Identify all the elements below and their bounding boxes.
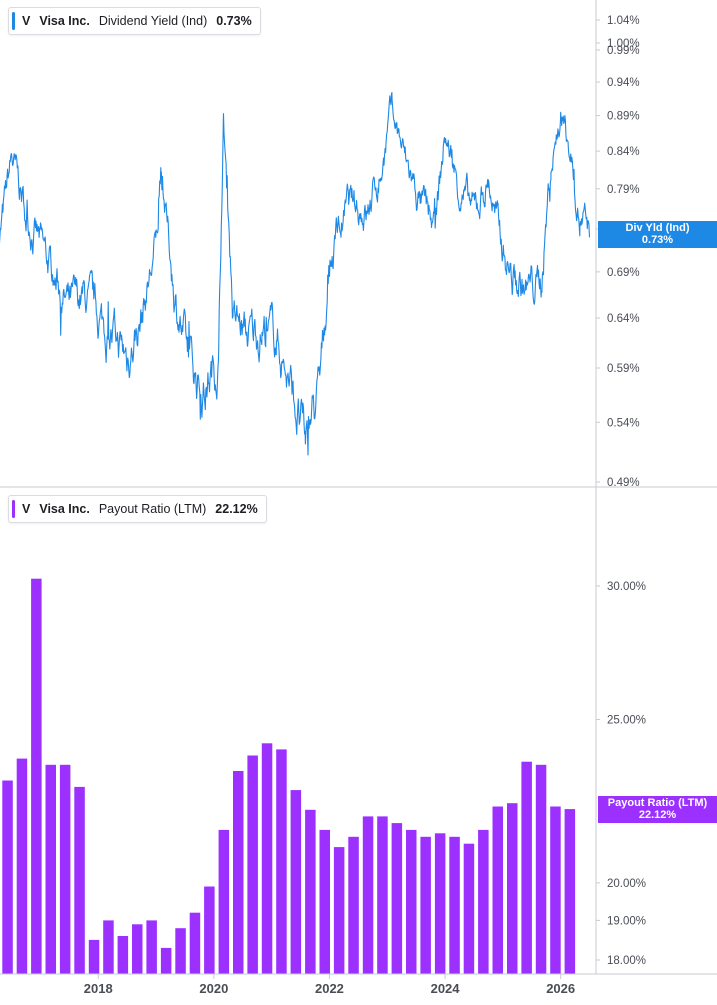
bottom-value-badge: Payout Ratio (LTM) 22.12% [598,796,717,823]
payout-bar [233,771,244,974]
payout-bar [406,829,417,974]
payout-bar [492,806,503,974]
bottom-legend-company: Visa Inc. [39,502,90,516]
top-legend: V Visa Inc. Dividend Yield (Ind) 0.73% [8,7,261,35]
payout-bar [377,816,388,974]
payout-bar [16,758,28,974]
payout-bar [247,755,258,974]
payout-bar [45,764,56,974]
y-tick-label: 20.00% [607,878,646,890]
y-tick-label: 0.89% [607,111,640,123]
y-tick-label: 0.69% [607,267,640,279]
y-tick-label: 0.49% [607,477,640,489]
dividend-yield-line [0,91,591,456]
payout-bar [189,912,201,974]
y-tick-label: 18.00% [607,955,646,967]
payout-bar [160,947,172,974]
top-legend-ticker[interactable]: V [22,14,31,28]
payout-bar [146,920,157,974]
payout-bar [420,836,431,974]
payout-ratio-panel: 30.00% 25.00% 20.00% 19.00% 18.00% [2,578,646,974]
payout-bar [59,764,71,974]
payout-bar [31,578,42,974]
top-legend-swatch [12,12,15,30]
payout-bar [218,829,230,974]
payout-bar [74,786,85,974]
payout-bar [290,790,302,974]
payout-bar [463,843,475,974]
bottom-legend-value: 22.12% [215,502,258,516]
top-legend-company: Visa Inc. [39,14,90,28]
payout-bar [564,809,576,974]
y-tick-label: 1.04% [607,15,640,27]
bottom-legend: V Visa Inc. Payout Ratio (LTM) 22.12% [8,495,267,523]
y-tick-label: 0.64% [607,313,640,325]
x-tick-label: 2024 [431,981,461,996]
y-tick-label: 1.00% [607,38,640,50]
y-tick-label: 0.94% [607,77,640,89]
y-tick-label: 0.54% [607,417,640,429]
x-tick-label: 2020 [199,981,228,996]
payout-bar [434,833,446,974]
x-tick-label: 2022 [315,981,344,996]
payout-bar [88,939,100,974]
x-tick-label: 2026 [546,981,575,996]
payout-bar [261,743,273,974]
payout-bar [550,806,561,974]
bottom-legend-swatch [12,500,15,518]
x-tick-label: 2018 [84,981,113,996]
y-tick-label: 0.79% [607,184,640,196]
payout-bar [521,761,532,974]
payout-bar [535,764,547,974]
top-legend-value: 0.73% [216,14,252,28]
x-axis: 2018 2020 2022 2024 2026 [84,974,575,996]
payout-bar [103,920,114,974]
y-tick-label: 0.99% [607,45,640,57]
payout-bar [132,924,143,974]
payout-bar [449,836,460,974]
payout-bar [391,823,403,974]
y-tick-label: 0.59% [607,363,640,375]
payout-bar [204,886,215,974]
y-tick-label: 19.00% [607,915,646,927]
bottom-badge-value: 22.12% [638,809,677,821]
payout-bar [305,809,316,974]
bottom-legend-ticker[interactable]: V [22,502,31,516]
payout-bar [117,936,129,974]
bottom-badge-label: Payout Ratio (LTM) [607,797,708,809]
payout-bar [319,829,330,974]
payout-bar [2,780,13,974]
payout-bar [348,836,359,974]
y-tick-label: 30.00% [607,581,646,593]
payout-bar [362,816,374,974]
top-badge-label: Div Yld (Ind) [625,222,690,234]
bottom-legend-metric: Payout Ratio (LTM) [98,502,207,516]
payout-bar [276,749,287,974]
payout-bar [507,803,518,974]
top-legend-metric: Dividend Yield (Ind) [98,14,208,28]
top-badge-value: 0.73% [641,234,674,246]
payout-bar [478,829,489,974]
top-value-badge: Div Yld (Ind) 0.73% [598,221,717,248]
payout-bar [333,847,345,974]
y-tick-label: 25.00% [607,714,646,726]
dividend-yield-panel: 1.04%1.00%0.99%0.94%0.89%0.84%0.79%0.74%… [0,15,640,489]
y-tick-label: 0.84% [607,146,640,158]
payout-bar [175,928,186,974]
